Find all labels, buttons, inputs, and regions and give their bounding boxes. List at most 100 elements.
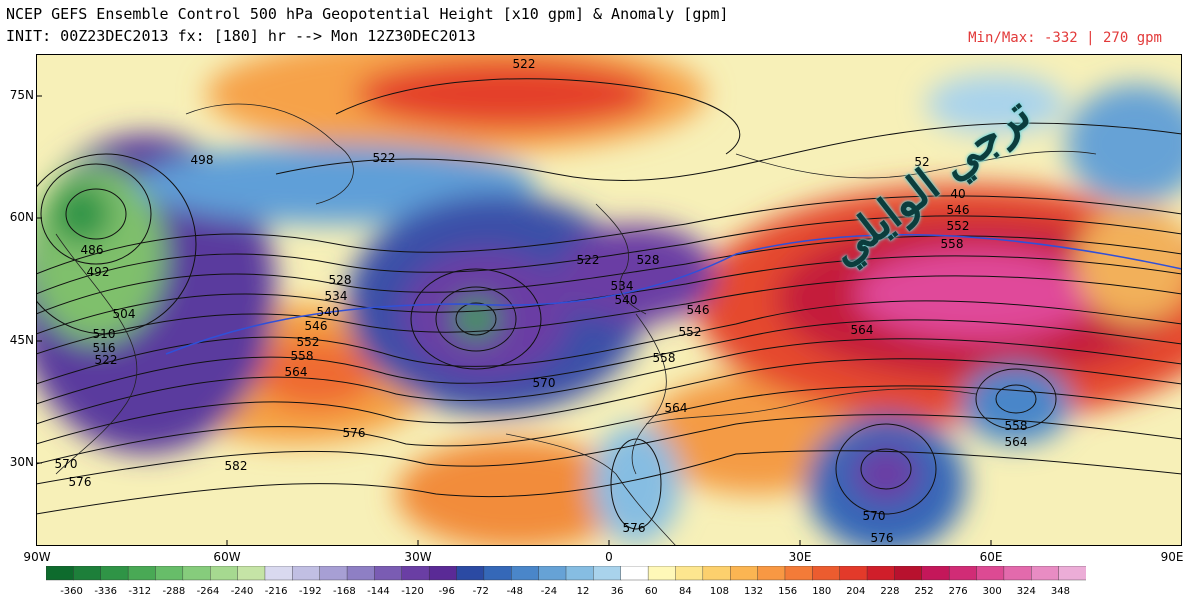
colorbar-swatch [319,566,348,581]
lon-label-90w: 90W [23,550,51,564]
colorbar-tick-label: 252 [914,586,933,597]
colorbar-swatch [401,566,430,581]
contour-label: 516 [93,341,116,355]
colorbar-tick-label: 204 [846,586,865,597]
anomaly-northsea [926,74,1066,134]
title-line-2: INIT: 00Z23DEC2013 fx: [180] hr --> Mon … [6,27,476,45]
colorbar-swatch [1031,566,1060,581]
contour-label: 540 [317,305,340,319]
anomaly-siberia [1076,204,1182,324]
contour-label: 552 [679,325,702,339]
colorbar-swatch [73,566,102,581]
colorbar-tick-label: -264 [197,586,220,597]
colorbar-swatches [46,566,1086,581]
contour-label: 570 [863,509,886,523]
colorbar-tick-label: 348 [1051,586,1070,597]
colorbar-swatch [1003,566,1032,581]
contour-label: 522 [577,253,600,267]
colorbar-tick-label: -192 [299,586,322,597]
contour-label: 534 [611,279,634,293]
contour-label: 534 [325,289,348,303]
colorbar-swatch [1058,566,1086,581]
lon-label-60e: 60E [979,550,1003,564]
colorbar-swatch [46,566,75,581]
contour-label: 558 [941,237,964,251]
colorbar-swatch [264,566,294,581]
colorbar-tick-label: -96 [438,586,454,597]
contour-label: 528 [637,253,660,267]
colorbar-tick-label: 84 [679,586,692,597]
colorbar-swatch [812,566,841,581]
contour-label: 522 [513,57,536,71]
colorbar-swatch [839,566,868,581]
contour-label: 564 [851,323,874,337]
contour-label: 552 [947,219,970,233]
contour-label: 546 [305,319,328,333]
contour-label: 564 [665,401,688,415]
colorbar-swatch [976,566,1005,581]
colorbar-swatch [292,566,321,581]
contour-label: 558 [653,351,676,365]
anomaly-iberia-low [591,424,681,544]
colorbar-tick-label: -336 [94,586,117,597]
colorbar-tick-label: 132 [744,586,763,597]
colorbar-tick-label: 276 [949,586,968,597]
anomaly-russia-core [856,249,1096,339]
contour-label: 504 [113,307,136,321]
colorbar-swatch [866,566,896,581]
colorbar-swatch [538,566,567,581]
anomaly-atlantic-low-center [454,299,498,339]
colorbar-tick-label: -72 [473,586,489,597]
contour-label: 558 [1005,419,1028,433]
colorbar-tick-label: 60 [645,586,658,597]
colorbar-tick-label: 12 [577,586,590,597]
anomaly-arabia-core [851,444,921,504]
map-frame [36,54,1182,546]
coastlines [55,103,1097,546]
contour-label: 564 [1005,435,1028,449]
contour-label: 570 [533,376,556,390]
colorbar-swatch [127,566,157,581]
contour-label: 540 [615,293,638,307]
lon-label-90e: 90E [1160,550,1184,564]
anomaly-siberia-low [1066,84,1182,204]
lon-label-60w: 60W [213,550,241,564]
contour-label: 576 [343,426,366,440]
colorbar-swatch [894,566,923,581]
colorbar-tick-label: -288 [163,586,186,597]
colorbar-tick-label: 180 [812,586,831,597]
colorbar-swatch [565,566,595,581]
contour-label: 576 [623,521,646,535]
colorbar-swatch [948,566,978,581]
contour-label: 546 [947,203,970,217]
contour-label: 576 [871,531,894,545]
colorbar-swatch [620,566,649,581]
colorbar-swatch [346,566,376,581]
contour-label: 522 [95,353,118,367]
colorbar-tick-label: -312 [128,586,151,597]
contour-label: 52 [914,155,929,169]
colorbar-swatch [237,566,266,581]
colorbar-swatch [647,566,677,581]
contour-label: 492 [87,265,110,279]
lat-label-75n: 75N [9,88,34,102]
colorbar-swatch [210,566,239,581]
contour-label: 40 [950,187,965,201]
colorbar-swatch [511,566,540,581]
anomaly-arctic-core [356,59,656,129]
lat-label-45n: 45N [9,333,34,347]
colorbar-tick-label: -360 [60,586,83,597]
contour-label: 486 [81,243,104,257]
colorbar-swatch [730,566,759,581]
reference-contour-blue [165,234,1182,355]
colorbar-tick-label: 156 [778,586,797,597]
colorbar-swatch [483,566,512,581]
lat-label-60n: 60N [9,210,34,224]
contour-label: 528 [329,273,352,287]
colorbar-swatch [784,566,814,581]
contour-label: 564 [285,365,308,379]
anomaly-atlantic-core [256,339,376,409]
contour-label: 522 [373,151,396,165]
colorbar-tick-label: -144 [367,586,390,597]
title-line-1: NCEP GEFS Ensemble Control 500 hPa Geopo… [6,5,729,23]
